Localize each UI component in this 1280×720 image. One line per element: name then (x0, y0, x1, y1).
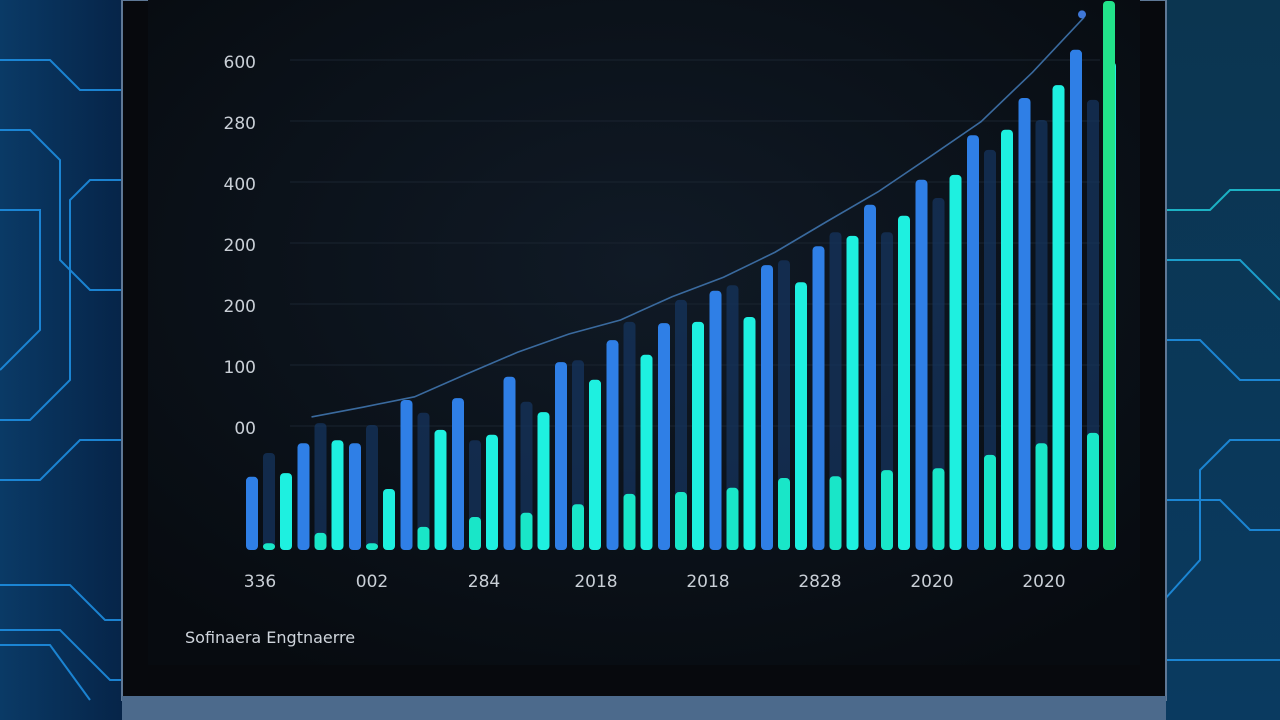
bar (1103, 1, 1115, 550)
bar (967, 135, 979, 550)
bar (572, 360, 584, 550)
bar (709, 290, 722, 550)
bar (1052, 85, 1065, 551)
bar (623, 321, 636, 550)
bar (314, 532, 327, 550)
bar (555, 362, 567, 550)
bar (829, 232, 842, 550)
bar (314, 423, 327, 550)
y-tick-label: 200 (224, 236, 256, 256)
bar (452, 398, 464, 550)
bar (726, 285, 739, 550)
bar (846, 235, 859, 550)
x-tick-label: 336 (244, 572, 276, 592)
x-tick-label: 002 (356, 572, 388, 592)
y-axis: 000100200200400280600 (224, 53, 256, 500)
bar (503, 376, 516, 550)
x-tick-label: 2828 (798, 572, 841, 592)
bar (726, 487, 739, 550)
y-tick-label: 280 (224, 114, 256, 134)
bar (829, 476, 842, 550)
bar (761, 265, 773, 550)
bar (743, 316, 756, 550)
bar (1001, 129, 1013, 550)
bar (675, 299, 687, 550)
background-left (0, 0, 124, 720)
bar (400, 399, 413, 550)
bar (1070, 49, 1082, 551)
y-tick-label: 200 (224, 297, 256, 317)
bar (486, 434, 498, 550)
bar (366, 543, 378, 550)
bar (915, 179, 928, 551)
bar (658, 323, 670, 550)
y-tick-label: 600 (224, 53, 256, 73)
bar (537, 412, 550, 550)
x-tick-label: 2018 (574, 572, 617, 592)
bar (1087, 432, 1099, 550)
bar (434, 429, 447, 550)
bar (349, 443, 361, 550)
chart-footer-text: Sofinaera Engtnaerre (185, 628, 355, 647)
bar (1035, 119, 1048, 550)
bar (675, 492, 687, 550)
bar (623, 493, 636, 550)
bar (417, 412, 430, 550)
bar (572, 504, 584, 550)
x-tick-label: 284 (468, 572, 500, 592)
bar (778, 478, 790, 550)
y-tick-label: 100 (224, 358, 256, 378)
trend-line-endpoint (1078, 10, 1086, 19)
bar (640, 354, 653, 550)
bar (606, 340, 619, 550)
bar (263, 543, 275, 550)
x-axis: 336 002 284 2018 2018 2828 2020 2020 (244, 572, 1066, 592)
bar (778, 260, 790, 550)
bar (692, 321, 704, 550)
trend-line-path (311, 16, 1085, 418)
bar (297, 443, 310, 550)
bar (881, 470, 893, 550)
bar (898, 215, 910, 550)
bar (932, 198, 945, 550)
monitor-stand-bar (122, 696, 1166, 720)
bar (1035, 443, 1048, 550)
background-right (1164, 0, 1280, 720)
bar (949, 174, 962, 550)
bar (246, 476, 258, 550)
y-tick-label: 00 (234, 419, 256, 439)
bar (812, 246, 825, 550)
bar (383, 489, 395, 550)
bar (984, 454, 996, 550)
bar (263, 453, 275, 550)
bar (589, 379, 601, 550)
bar (795, 282, 807, 550)
bar (366, 424, 378, 550)
bar (932, 468, 945, 550)
x-tick-label: 2018 (686, 572, 729, 592)
bar (984, 149, 996, 550)
x-tick-label: 2020 (910, 572, 953, 592)
bar (331, 440, 344, 550)
bar (417, 526, 430, 550)
bar (280, 473, 292, 550)
circuit-pattern (0, 59, 1280, 701)
bar (1018, 97, 1031, 551)
bar (520, 512, 533, 550)
trend-line (311, 10, 1086, 418)
bars (246, 1, 1116, 551)
y-tick-label: 400 (224, 175, 256, 195)
bar (864, 204, 876, 551)
bar (469, 517, 481, 550)
x-tick-label: 2020 (1022, 572, 1065, 592)
